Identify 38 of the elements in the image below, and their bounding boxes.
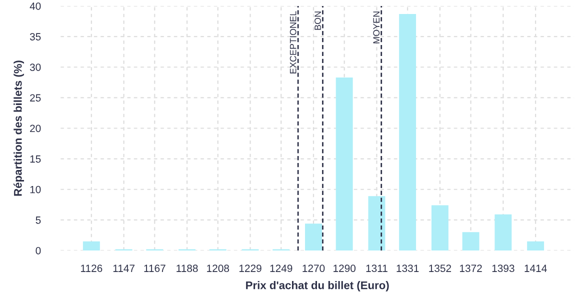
x-tick-label: 1290 (334, 264, 356, 272)
y-tick-label: 0 (36, 247, 41, 254)
bar (336, 78, 353, 250)
y-tick-label: 30 (30, 64, 41, 71)
ref-line-label: MOYEN (373, 12, 380, 44)
ref-line-label: BON (314, 12, 321, 30)
bar (462, 232, 480, 250)
bar (305, 224, 322, 250)
y-tick-label: 25 (30, 94, 41, 102)
x-tick-label: 1126 (81, 264, 102, 272)
y-tick-label: 5 (36, 216, 41, 224)
x-tick-label: 1393 (492, 264, 514, 272)
ref-line-label: EXCEPTIONEL (290, 11, 296, 74)
x-tick-label: 1167 (144, 264, 166, 272)
bar (527, 241, 544, 250)
x-tick-label: 1229 (239, 264, 262, 272)
x-tick-label: 1372 (460, 264, 482, 272)
x-tick-label: 1249 (270, 264, 292, 272)
bar (368, 196, 386, 250)
x-tick-label: 1311 (366, 264, 388, 272)
x-tick-label: 1208 (207, 264, 230, 272)
x-tick-label: 1270 (302, 264, 325, 272)
x-tick-label: 1147 (113, 264, 134, 272)
bar (82, 241, 100, 250)
y-tick-label: 40 (30, 2, 41, 10)
x-tick-label: 1188 (176, 264, 198, 272)
y-tick-label: 15 (30, 155, 41, 163)
y-tick-label: 10 (30, 186, 41, 194)
bar (431, 205, 448, 250)
y-axis-title: Répartition des billets (%) (14, 60, 24, 196)
y-tick-label: 20 (30, 124, 41, 132)
x-tick-label: 1352 (429, 264, 452, 272)
x-tick-label: 1414 (524, 264, 547, 272)
x-tick-label: 1331 (396, 264, 419, 272)
x-axis-title: Prix d'achat du billet (Euro) (246, 281, 389, 292)
bar (399, 14, 416, 250)
y-tick-label: 35 (30, 33, 41, 40)
bar (494, 214, 512, 250)
